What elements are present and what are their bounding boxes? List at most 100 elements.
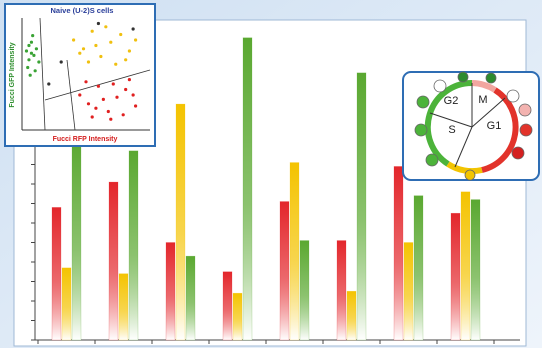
scatter-point xyxy=(47,82,51,86)
scatter-point xyxy=(131,93,135,97)
bar xyxy=(289,162,300,341)
bar xyxy=(460,191,471,341)
scatter-point xyxy=(29,51,34,55)
cell-icon xyxy=(416,95,430,109)
scatter-point xyxy=(96,84,100,88)
scatter-point xyxy=(134,38,138,42)
bar xyxy=(393,166,404,341)
bar xyxy=(108,181,119,341)
cell-icon xyxy=(464,169,476,181)
scatter-point xyxy=(84,80,88,84)
scatter-point xyxy=(96,21,100,26)
cell-icon xyxy=(457,71,469,83)
phase-divider xyxy=(429,112,473,128)
bar xyxy=(470,199,481,341)
scatter-point xyxy=(24,49,29,53)
cell-icon xyxy=(511,146,525,160)
phase-label: G1 xyxy=(487,120,502,132)
bar xyxy=(165,242,176,341)
inset-y-label: Fucci GFP Intensity xyxy=(9,42,16,107)
scatter-point xyxy=(26,65,30,70)
cell-icons xyxy=(414,71,533,181)
scatter-point xyxy=(94,43,98,48)
scatter-point xyxy=(34,47,39,51)
cell-icon xyxy=(485,72,497,84)
scatter-point xyxy=(101,97,105,101)
cell-cycle-diagram: G2 M S G1 xyxy=(402,71,540,181)
scatter-point xyxy=(32,53,36,58)
scatter-point xyxy=(124,58,128,62)
cell-icon xyxy=(519,123,533,137)
bar xyxy=(71,138,82,341)
bar xyxy=(128,150,139,341)
scatter-point xyxy=(29,40,34,44)
scatter-point xyxy=(27,43,31,48)
bar xyxy=(222,271,233,341)
scatter-point xyxy=(127,49,131,53)
phase-divider xyxy=(454,126,473,168)
scatter-point xyxy=(90,115,94,119)
scatter-point xyxy=(111,82,115,86)
scatter-point xyxy=(90,29,94,33)
cell-icon xyxy=(414,123,428,137)
scatter-point xyxy=(124,87,128,92)
cell-icon xyxy=(433,79,447,93)
bar xyxy=(279,201,290,341)
bar xyxy=(232,292,243,341)
inset-x-label: Fucci RFP Intensity xyxy=(53,136,118,143)
scatter-point xyxy=(31,34,35,38)
phase-label: M xyxy=(478,94,487,106)
scatter-inset: Naive (U-2)S cells Fucci GFP Intensity F… xyxy=(4,3,156,147)
cell-icon xyxy=(506,89,520,103)
scatter-point xyxy=(59,60,63,64)
scatter-point xyxy=(78,93,82,97)
scatter-point xyxy=(81,47,86,51)
scatter-point xyxy=(121,113,125,117)
bar xyxy=(51,207,62,341)
scatter-point xyxy=(134,104,138,108)
bar xyxy=(175,103,186,341)
scatter-point xyxy=(109,40,113,44)
phase-label: G2 xyxy=(444,95,459,107)
bar xyxy=(346,290,357,341)
scatter-point xyxy=(27,58,31,62)
scatter-point xyxy=(33,69,37,73)
bar xyxy=(356,72,367,341)
bar xyxy=(450,212,461,341)
phase-divider xyxy=(471,97,506,128)
bar-layer xyxy=(31,27,495,344)
bar xyxy=(61,267,72,341)
cell-icon xyxy=(425,153,439,167)
scatter-point xyxy=(28,73,32,77)
scatter-point xyxy=(94,106,98,110)
bar xyxy=(242,37,253,341)
bar xyxy=(118,273,129,341)
phase-arc-pink xyxy=(471,80,497,93)
phase-label: S xyxy=(448,124,455,136)
bar xyxy=(413,195,424,341)
scatter-point xyxy=(109,117,113,121)
scatter-point xyxy=(131,27,135,31)
scatter-point xyxy=(78,51,82,55)
gate-line xyxy=(66,59,76,131)
phase-arc-green xyxy=(424,79,473,167)
bar xyxy=(403,242,414,341)
bar xyxy=(185,255,196,341)
inset-title: Naive (U-2)S cells xyxy=(51,6,114,15)
scatter-point xyxy=(72,38,76,42)
scatter-point xyxy=(37,60,41,64)
scatter-point xyxy=(106,109,110,114)
scatter-point xyxy=(119,32,123,37)
scatter-point xyxy=(104,25,108,29)
scatter-point xyxy=(115,95,119,99)
scatter-points xyxy=(24,21,138,121)
scatter-point xyxy=(86,102,91,106)
phase-arc-red xyxy=(481,87,519,173)
bar xyxy=(336,240,347,341)
scatter-point xyxy=(99,54,103,59)
scatter-point xyxy=(86,60,91,64)
bar xyxy=(299,240,310,341)
cell-icon xyxy=(518,103,532,117)
scatter-point xyxy=(127,78,131,82)
